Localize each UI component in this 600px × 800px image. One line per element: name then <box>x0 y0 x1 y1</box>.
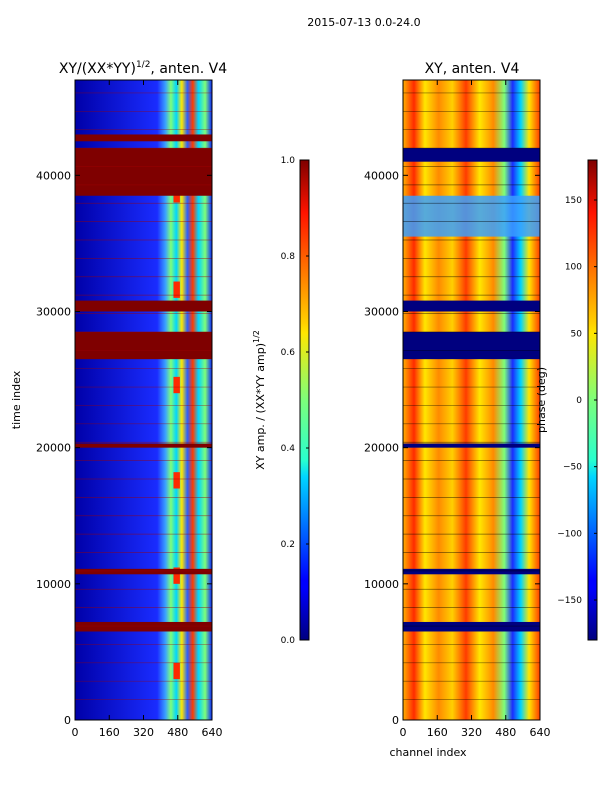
amplitude-panel: XY/(XX*YY)1/2, anten. V4 0 160 320 480 640 0… <box>10 60 310 739</box>
rfi-hotspot <box>173 662 180 680</box>
saturated-time-band <box>75 568 212 575</box>
x-tick-label: 480 <box>167 726 188 739</box>
colorbar-tick-label: 0.4 <box>281 444 296 454</box>
x-tick-label: 0 <box>400 726 407 739</box>
saturated-time-band <box>75 621 212 632</box>
y-tick-label: 30000 <box>364 305 399 318</box>
colorbar-tick-label: −50 <box>563 463 582 473</box>
rfi-hotspot <box>173 567 180 584</box>
phase-colorbar-ticks: −150 −100 −50 0 50 100 150 <box>557 196 597 606</box>
y-tick-label: 20000 <box>364 442 399 455</box>
amplitude-title-tail: , anten. V4 <box>150 61 227 77</box>
x-axis-label: channel index <box>389 746 467 759</box>
flagged-time-band <box>403 331 540 360</box>
x-tick-label: 320 <box>461 726 482 739</box>
amplitude-panel-title: XY/(XX*YY)1/2, anten. V4 <box>59 60 227 77</box>
flagged-time-band <box>403 443 540 448</box>
colorbar-tick-label: 150 <box>565 196 582 206</box>
saturated-time-band <box>75 148 212 196</box>
flagged-time-band <box>403 148 540 162</box>
y-tick-label: 0 <box>392 714 399 727</box>
amplitude-colorbar-frame <box>299 159 310 641</box>
flagged-time-band <box>403 621 540 632</box>
y-tick-label: 40000 <box>36 169 71 182</box>
flagged-time-band <box>403 300 540 312</box>
y-tick-label: 40000 <box>364 169 399 182</box>
rfi-hotspot <box>173 376 180 394</box>
amplitude-title-superscript: 1/2 <box>136 60 150 70</box>
phase-colorbar <box>588 160 597 640</box>
colorbar-tick-label: 0.8 <box>281 252 296 262</box>
colorbar-tick-label: 50 <box>571 329 583 339</box>
amplitude-title-main: XY/(XX*YY) <box>59 61 136 77</box>
colorbar-tick-label: −100 <box>557 529 582 539</box>
y-tick-label: 10000 <box>364 578 399 591</box>
colorbar-tick-label: 1.0 <box>281 156 296 166</box>
x-tick-label: 160 <box>99 726 120 739</box>
phase-colorbar-label: phase (deg) <box>535 367 548 433</box>
phase-y-ticks: 0 10000 20000 30000 40000 <box>364 169 540 727</box>
amplitude-colorbar-ticks: 0.0 0.2 0.4 0.6 0.8 1.0 <box>281 156 309 646</box>
amplitude-colorbar-label-superscript: 1/2 <box>252 330 261 343</box>
figure-title: 2015-07-13 0.0-24.0 <box>307 16 420 29</box>
saturated-time-band <box>75 331 212 360</box>
y-axis-label: time index <box>10 370 23 429</box>
saturated-time-band <box>75 134 212 142</box>
rfi-hotspot <box>173 472 180 489</box>
x-tick-label: 480 <box>495 726 516 739</box>
colorbar-tick-label: 0 <box>576 396 582 406</box>
amplitude-colorbar-label-main: XY amp. / (XX*YY amp) <box>254 343 267 470</box>
colorbar-tick-label: 100 <box>565 263 582 273</box>
x-tick-label: 640 <box>530 726 551 739</box>
y-tick-label: 0 <box>64 714 71 727</box>
x-tick-label: 640 <box>202 726 223 739</box>
phase-heatmap-image <box>403 80 540 720</box>
rfi-hotspot <box>173 281 180 298</box>
y-tick-label: 20000 <box>36 442 71 455</box>
x-tick-label: 160 <box>427 726 448 739</box>
colorbar-tick-label: 0.2 <box>281 540 295 550</box>
flagged-time-band <box>403 568 540 575</box>
amplitude-y-ticks: 0 10000 20000 30000 40000 <box>36 169 212 727</box>
y-tick-label: 30000 <box>36 305 71 318</box>
y-tick-label: 10000 <box>36 578 71 591</box>
amplitude-colorbar-label: XY amp. / (XX*YY amp)1/2 <box>252 330 267 470</box>
phase-x-ticks: 0 160 320 480 640 <box>400 80 551 739</box>
amplitude-colorbar <box>300 160 309 640</box>
amplitude-heatmap-image <box>75 80 212 720</box>
saturated-time-band <box>75 300 212 312</box>
x-tick-label: 320 <box>133 726 154 739</box>
saturated-time-band <box>75 443 212 448</box>
x-tick-label: 0 <box>72 726 79 739</box>
noisy-time-band <box>403 195 540 237</box>
colorbar-tick-label: 0.0 <box>281 636 296 646</box>
phase-panel: XY, anten. V4 0 160 320 480 640 0 10000 20000 3… <box>364 61 598 759</box>
colorbar-tick-label: 0.6 <box>281 348 296 358</box>
amplitude-x-ticks: 0 160 320 480 640 <box>72 80 223 739</box>
heatmap-background <box>403 80 540 720</box>
colorbar-tick-label: −150 <box>557 596 582 606</box>
phase-panel-title: XY, anten. V4 <box>425 61 520 77</box>
